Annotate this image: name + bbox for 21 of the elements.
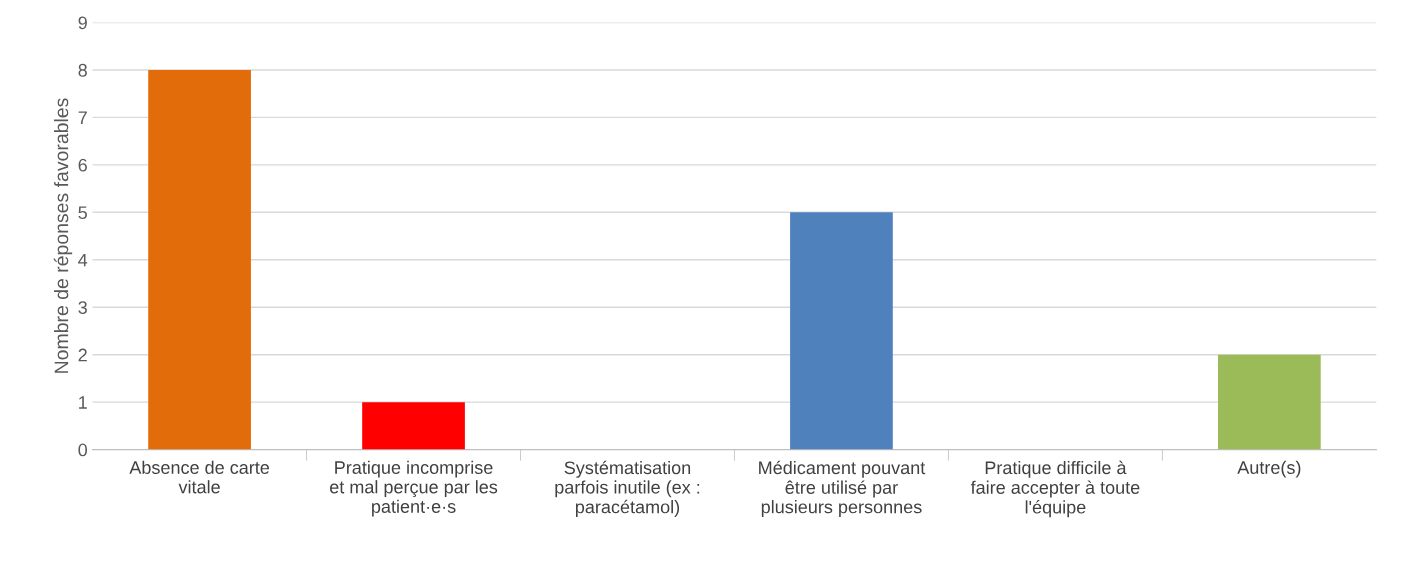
y-tick-label: 6 <box>78 158 87 172</box>
x-tick-label: Autre(s) <box>1237 460 1301 478</box>
x-tick-label: Absence de carte vitale <box>129 460 270 494</box>
y-tick-label: 3 <box>78 301 87 314</box>
x-tick-label: Pratique difficile à faire accepter à toute l'équipe <box>970 460 1140 518</box>
bar <box>1218 354 1321 450</box>
y-tick-label: 8 <box>78 63 87 77</box>
x-tick-label: Pratique incomprise et mal perçue par les patient·e·s <box>330 460 498 517</box>
y-tick-label: 4 <box>78 253 88 267</box>
x-tick-label: Médicament pouvant être utilisé par plusieurs personnes <box>759 460 926 517</box>
y-tick-label: 9 <box>78 16 87 30</box>
y-tick-label: 0 <box>78 443 88 457</box>
y-axis-title: Nombre de réponses favorables <box>53 98 73 373</box>
bar <box>362 402 465 450</box>
y-tick-label: 5 <box>78 206 87 220</box>
y-tick-label: 1 <box>79 396 87 409</box>
bar <box>148 69 251 450</box>
y-tick-label: 2 <box>78 348 87 362</box>
bar <box>790 212 893 450</box>
x-tick-label: Systématisation parfois inutile (ex : paracétamol) <box>555 460 700 517</box>
y-tick-label: 7 <box>78 111 87 124</box>
